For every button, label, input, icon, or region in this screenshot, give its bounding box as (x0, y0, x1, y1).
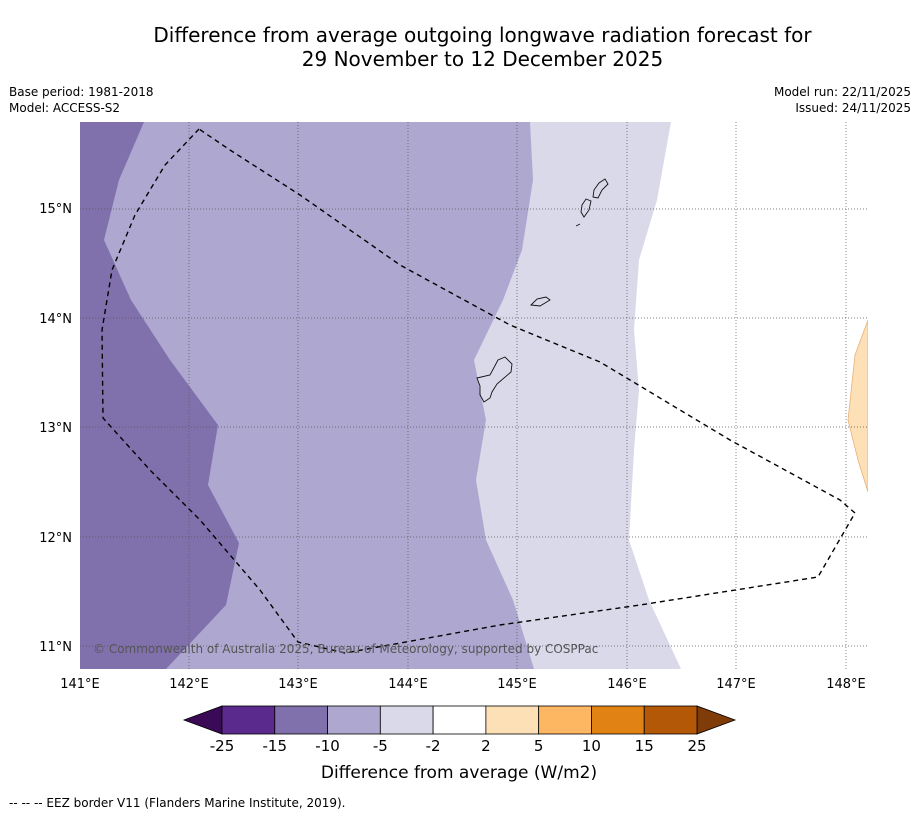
model-name: Model: ACCESS-S2 (9, 101, 121, 115)
issued-date: Issued: 24/11/2025 (795, 101, 911, 115)
island-rota (530, 296, 551, 307)
lat-label: 15°N (39, 202, 72, 217)
island-aguijan (575, 223, 581, 227)
lon-label: 143°E (278, 677, 318, 692)
colorbar-tick-label: -15 (263, 737, 288, 755)
lon-label: 146°E (607, 677, 647, 692)
colorbar-tick-label: 5 (534, 737, 544, 755)
eez-border (101, 128, 856, 654)
colorbar-swatch (643, 705, 698, 735)
island-guam (476, 356, 513, 403)
colorbar-tick-label: 10 (582, 737, 601, 755)
colorbar-tick-label: 2 (481, 737, 491, 755)
chart-title-line-2: 29 November to 12 December 2025 (301, 47, 664, 71)
colorbar-swatch (485, 705, 540, 735)
latitude-labels: 15°N 14°N 13°N 12°N 11°N (39, 202, 72, 655)
chart-title-line-1: Difference from average outgoing longwav… (153, 23, 812, 47)
colorbar-swatch (221, 705, 276, 735)
colorbar-under-arrow (182, 705, 223, 735)
colorbar-tick-label: -10 (315, 737, 340, 755)
colorbar-tick-label: -5 (373, 737, 388, 755)
eez-legend-note: -- -- -- EEZ border V11 (Flanders Marine… (9, 796, 346, 810)
colorbar: -25 -15 -10 -5 -2 2 5 10 15 25 (182, 705, 737, 755)
colorbar-swatch (327, 705, 381, 735)
colorbar-tick-label: 15 (635, 737, 654, 755)
colorbar-tick-label: 25 (687, 737, 706, 755)
longitude-labels: 141°E 142°E 143°E 144°E 145°E 146°E 147°… (60, 677, 866, 692)
islands (476, 178, 609, 403)
lon-label: 141°E (60, 677, 100, 692)
island-saipan (592, 178, 609, 199)
colorbar-swatch (379, 705, 434, 735)
map-gridlines (80, 122, 868, 669)
lon-label: 145°E (497, 677, 537, 692)
lat-label: 11°N (39, 640, 72, 655)
anomaly-band-plus-2-to-plus-5 (847, 319, 868, 493)
colorbar-swatch (538, 705, 592, 735)
lon-label: 144°E (388, 677, 428, 692)
lat-label: 12°N (39, 531, 72, 546)
colorbar-label: Difference from average (W/m2) (321, 763, 597, 783)
colorbar-tick-label: -25 (210, 737, 235, 755)
lat-label: 13°N (39, 421, 72, 436)
model-run: Model run: 22/11/2025 (773, 85, 911, 99)
island-tinian (580, 198, 592, 218)
colorbar-swatch (591, 705, 645, 735)
copyright-notice: © Commonwealth of Australia 2025, Bureau… (93, 642, 598, 656)
colorbar-swatch (274, 705, 328, 735)
lon-label: 148°E (826, 677, 866, 692)
colorbar-swatch (432, 705, 487, 735)
colorbar-tick-label: -2 (426, 737, 441, 755)
base-period: Base period: 1981-2018 (9, 85, 154, 99)
map-area: © Commonwealth of Australia 2025, Bureau… (80, 122, 868, 669)
anomaly-band-minus-15-to-minus-10 (80, 122, 239, 669)
lon-label: 142°E (169, 677, 209, 692)
colorbar-over-arrow (696, 705, 737, 735)
lon-label: 147°E (716, 677, 756, 692)
lat-label: 14°N (39, 312, 72, 327)
